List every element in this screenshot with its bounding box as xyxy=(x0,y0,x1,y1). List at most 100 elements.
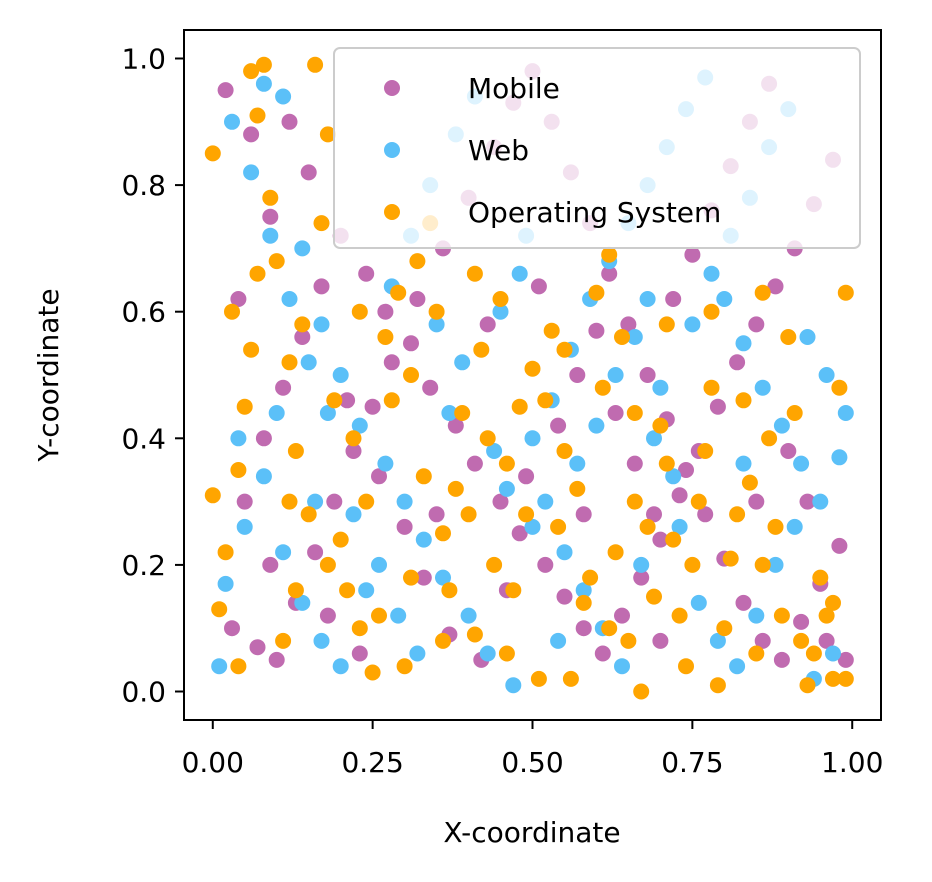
data-point xyxy=(754,284,771,301)
data-point xyxy=(729,354,746,371)
data-point xyxy=(377,455,394,472)
data-point xyxy=(287,582,304,599)
data-point xyxy=(537,392,554,409)
data-point xyxy=(243,63,260,80)
data-point xyxy=(684,316,701,333)
data-point xyxy=(428,506,445,523)
legend-label: Operating System xyxy=(468,196,721,229)
data-point xyxy=(518,506,535,523)
data-point xyxy=(556,443,573,459)
x-tick-label: 1.00 xyxy=(821,746,883,779)
data-point xyxy=(409,645,426,662)
data-point xyxy=(658,455,675,472)
data-point xyxy=(326,493,343,510)
data-point xyxy=(236,398,253,415)
data-point xyxy=(211,601,228,618)
data-point xyxy=(479,430,496,447)
data-point xyxy=(697,506,714,523)
data-point xyxy=(588,417,605,434)
data-point xyxy=(626,329,643,345)
data-point xyxy=(441,582,458,599)
data-point xyxy=(607,367,624,383)
data-point xyxy=(703,379,720,396)
data-point xyxy=(332,658,349,675)
data-point xyxy=(793,632,810,649)
x-tick-label: 0.00 xyxy=(182,746,244,779)
data-point xyxy=(607,544,624,561)
legend-box xyxy=(333,47,861,249)
data-point xyxy=(345,430,362,447)
data-point xyxy=(224,620,240,637)
data-point xyxy=(652,632,669,649)
y-axis-ticks: 0.0 0.2 0.4 0.6 0.8 1.0 xyxy=(121,42,184,709)
data-point xyxy=(255,468,272,485)
data-point xyxy=(537,493,554,510)
data-point xyxy=(729,506,746,523)
legend-marker xyxy=(384,80,400,96)
data-point xyxy=(831,449,848,466)
data-point xyxy=(313,278,330,295)
data-point xyxy=(575,594,592,611)
data-point xyxy=(230,291,247,307)
data-point xyxy=(447,480,464,497)
data-point xyxy=(543,322,560,339)
data-point xyxy=(537,556,554,573)
x-axis-title: X-coordinate xyxy=(443,816,620,849)
data-point xyxy=(594,379,611,396)
data-point xyxy=(326,392,343,409)
data-point xyxy=(498,480,515,497)
data-point xyxy=(831,379,848,396)
data-point xyxy=(319,126,336,143)
data-point xyxy=(684,246,701,263)
data-point xyxy=(780,329,797,345)
data-point xyxy=(646,588,662,605)
data-point xyxy=(620,632,637,649)
data-point xyxy=(486,556,503,573)
data-point xyxy=(805,645,822,662)
data-point xyxy=(671,518,688,535)
y-tick-label: 1.0 xyxy=(121,42,166,75)
data-point xyxy=(684,556,701,573)
data-point xyxy=(435,525,451,542)
data-point xyxy=(460,607,477,624)
data-point xyxy=(358,265,375,282)
data-point xyxy=(511,525,528,542)
data-point xyxy=(300,164,317,181)
data-point xyxy=(268,651,285,668)
data-point xyxy=(735,594,752,611)
data-point xyxy=(236,493,253,510)
data-point xyxy=(236,518,253,535)
data-point xyxy=(709,632,726,649)
data-point xyxy=(396,658,413,675)
data-point xyxy=(735,335,752,352)
x-axis-ticks: 0.00 0.25 0.50 0.75 1.00 xyxy=(182,720,883,779)
data-point xyxy=(486,443,503,459)
data-point xyxy=(217,575,234,592)
data-point xyxy=(466,265,483,282)
data-point xyxy=(550,632,567,649)
data-point xyxy=(767,518,784,535)
data-point xyxy=(294,329,311,345)
data-point xyxy=(351,417,368,434)
data-point xyxy=(729,658,746,675)
y-tick-label: 0.2 xyxy=(121,549,166,582)
data-point xyxy=(492,291,509,307)
data-point xyxy=(339,392,356,409)
data-point xyxy=(761,430,778,447)
data-point xyxy=(473,341,490,358)
data-point xyxy=(754,556,771,573)
data-point xyxy=(524,360,541,377)
data-point xyxy=(422,379,439,396)
data-point xyxy=(371,607,387,624)
data-point xyxy=(735,392,752,409)
data-point xyxy=(275,379,292,396)
data-point xyxy=(364,664,381,681)
data-point xyxy=(435,569,451,586)
data-point xyxy=(351,620,368,637)
data-point xyxy=(665,531,682,548)
data-point xyxy=(294,594,311,611)
data-point xyxy=(371,468,387,485)
data-point xyxy=(626,493,643,510)
y-tick-label: 0.6 xyxy=(121,296,166,329)
data-point xyxy=(786,405,803,421)
